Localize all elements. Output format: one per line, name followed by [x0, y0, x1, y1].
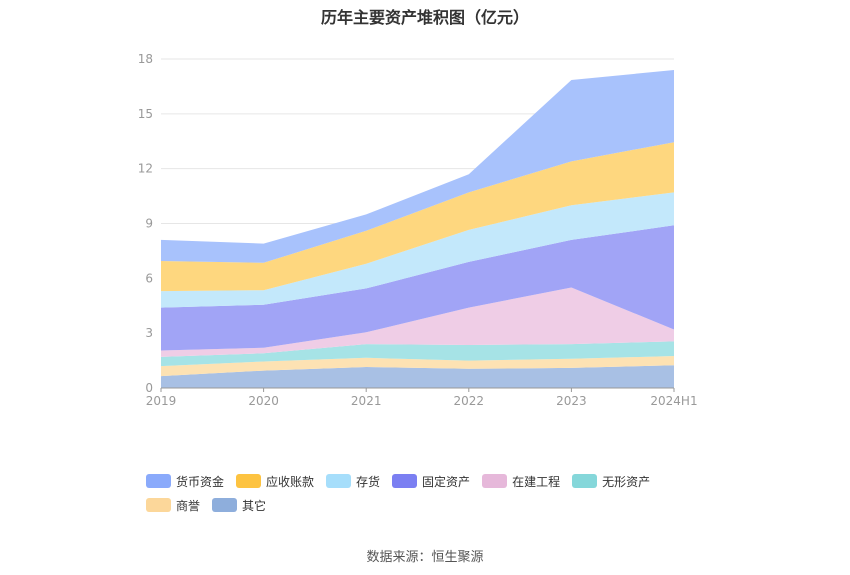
- area-series-无形资产[interactable]: [161, 341, 674, 367]
- area-series-商誉[interactable]: [161, 356, 674, 377]
- legend-item[interactable]: 在建工程: [482, 472, 560, 490]
- legend-item[interactable]: 固定资产: [392, 472, 470, 490]
- legend-swatch: [482, 474, 508, 488]
- area-series-存货[interactable]: [161, 192, 674, 308]
- legend-label: 商誉: [176, 498, 201, 513]
- legend-swatch: [212, 498, 238, 512]
- legend-swatch: [572, 474, 598, 488]
- legend-swatch: [146, 474, 171, 488]
- legend-label: 存货: [356, 474, 381, 489]
- x-tick-label: 2024H1: [650, 394, 697, 408]
- legend-swatch: [146, 498, 171, 512]
- legend-swatch: [392, 474, 418, 488]
- y-tick-label: 18: [138, 52, 153, 66]
- y-tick-label: 0: [145, 381, 153, 395]
- legend-item[interactable]: 应收账款: [236, 472, 314, 490]
- chart-title: 历年主要资产堆积图（亿元）: [320, 8, 529, 27]
- area-series-货币资金[interactable]: [161, 70, 674, 263]
- x-tick-label: 2023: [556, 394, 587, 408]
- y-tick-label: 3: [145, 326, 153, 340]
- legend-label: 固定资产: [422, 474, 471, 489]
- legend-label: 其它: [242, 498, 267, 513]
- legend-item[interactable]: 其它: [212, 496, 266, 514]
- chart-legend: 货币资金 应收账款 存货 固定资产 在建工程 无形资产商誉 其它: [146, 472, 726, 520]
- legend-swatch: [326, 474, 352, 488]
- y-tick-label: 15: [138, 107, 153, 121]
- legend-item[interactable]: 货币资金: [146, 472, 224, 490]
- legend-label: 在建工程: [512, 474, 561, 489]
- data-source-note: 数据来源：恒生聚源: [366, 550, 484, 565]
- area-series-应收账款[interactable]: [161, 142, 674, 292]
- legend-item[interactable]: 商誉: [146, 496, 200, 514]
- x-tick-label: 2021: [351, 394, 382, 408]
- y-tick-label: 12: [138, 162, 153, 176]
- area-series-其它[interactable]: [161, 365, 674, 388]
- x-tick-label: 2020: [248, 394, 279, 408]
- legend-item[interactable]: 无形资产: [572, 472, 650, 490]
- area-series-在建工程[interactable]: [161, 287, 674, 357]
- legend-swatch: [236, 474, 262, 488]
- y-tick-label: 9: [145, 217, 153, 231]
- x-tick-label: 2019: [146, 394, 177, 408]
- stacked-area-chart: 0 3 6 9 12 15 18 2019 2020 2021 2022 2023 2024H1: [138, 52, 698, 408]
- legend-label: 应收账款: [266, 474, 315, 489]
- legend-item[interactable]: 存货: [326, 472, 380, 490]
- x-tick-label: 2022: [454, 394, 485, 408]
- legend-label: 货币资金: [176, 474, 225, 489]
- legend-label: 无形资产: [602, 474, 651, 489]
- y-tick-label: 6: [145, 271, 153, 285]
- area-series-固定资产[interactable]: [161, 225, 674, 351]
